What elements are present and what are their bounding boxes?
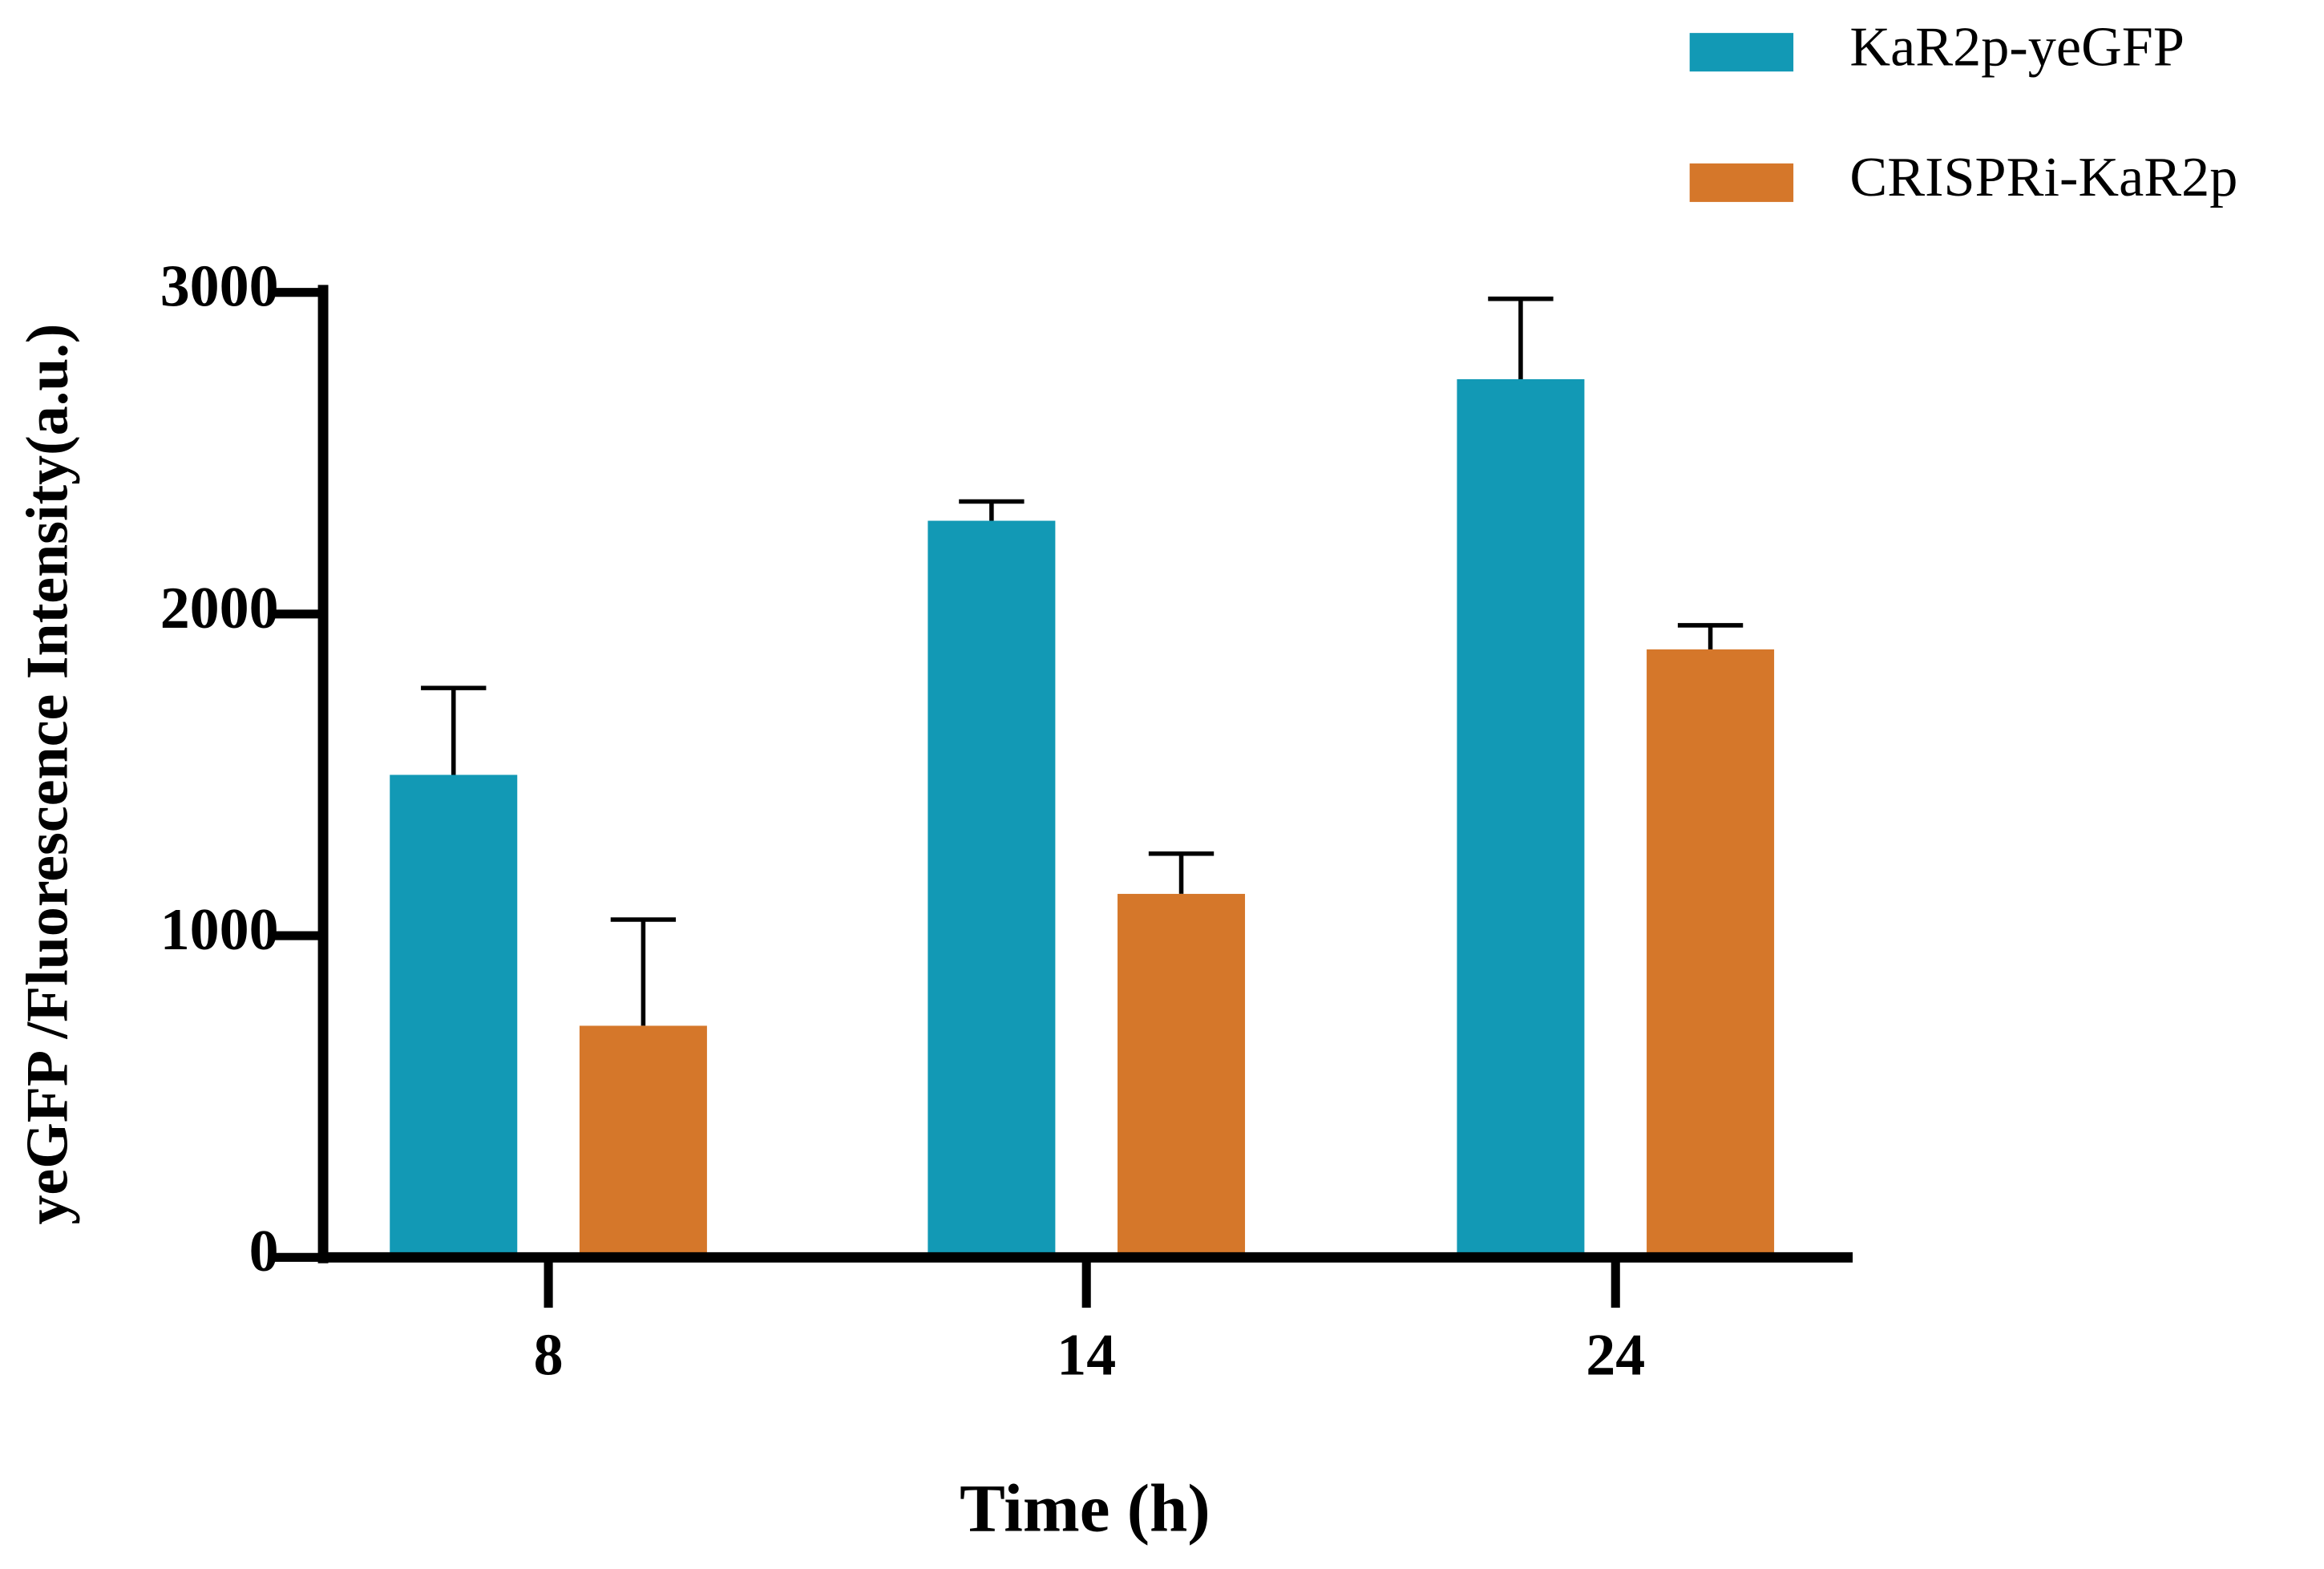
legend-label: KaR2p-yeGFP: [1849, 15, 2185, 78]
x-axis-title: Time (h): [960, 1470, 1211, 1546]
x-tick-label: 8: [534, 1322, 564, 1388]
y-tick-label: 1000: [160, 896, 279, 962]
y-tick-label: 0: [249, 1218, 279, 1284]
y-tick-label: 2000: [160, 575, 279, 641]
legend-swatch: [1689, 163, 1794, 202]
y-axis-title: yeGFP /Fluorescence Intensity(a.u.): [14, 324, 80, 1225]
legend-swatch: [1689, 33, 1794, 72]
bar: [1647, 649, 1775, 1258]
bar: [928, 520, 1056, 1258]
bar: [390, 774, 518, 1258]
bar: [1457, 379, 1585, 1258]
y-tick-label: 3000: [160, 253, 279, 319]
bar: [1118, 893, 1246, 1258]
bar: [579, 1025, 707, 1258]
legend-label: CRISPRi-KaR2p: [1849, 146, 2237, 208]
x-tick-label: 24: [1586, 1322, 1645, 1388]
x-tick-label: 14: [1057, 1322, 1116, 1388]
